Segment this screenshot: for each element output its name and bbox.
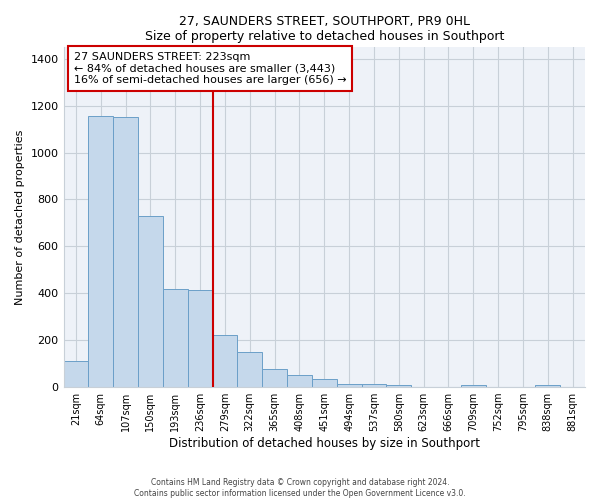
Bar [138, 216, 163, 387]
Bar [238, 352, 262, 387]
Bar [362, 384, 386, 387]
Text: 27 SAUNDERS STREET: 223sqm
← 84% of detached houses are smaller (3,443)
16% of s: 27 SAUNDERS STREET: 223sqm ← 84% of deta… [74, 52, 347, 85]
Bar [337, 384, 362, 387]
Bar [262, 370, 287, 387]
Bar [88, 116, 113, 387]
Y-axis label: Number of detached properties: Number of detached properties [15, 130, 25, 304]
Bar [287, 376, 312, 387]
Text: Contains HM Land Registry data © Crown copyright and database right 2024.
Contai: Contains HM Land Registry data © Crown c… [134, 478, 466, 498]
Bar [535, 384, 560, 387]
Bar [163, 288, 188, 387]
Bar [212, 336, 238, 387]
Bar [312, 379, 337, 387]
Bar [188, 290, 212, 387]
Bar [461, 384, 485, 387]
Bar [386, 384, 411, 387]
X-axis label: Distribution of detached houses by size in Southport: Distribution of detached houses by size … [169, 437, 480, 450]
Bar [64, 362, 88, 387]
Title: 27, SAUNDERS STREET, SOUTHPORT, PR9 0HL
Size of property relative to detached ho: 27, SAUNDERS STREET, SOUTHPORT, PR9 0HL … [145, 15, 504, 43]
Bar [113, 118, 138, 387]
